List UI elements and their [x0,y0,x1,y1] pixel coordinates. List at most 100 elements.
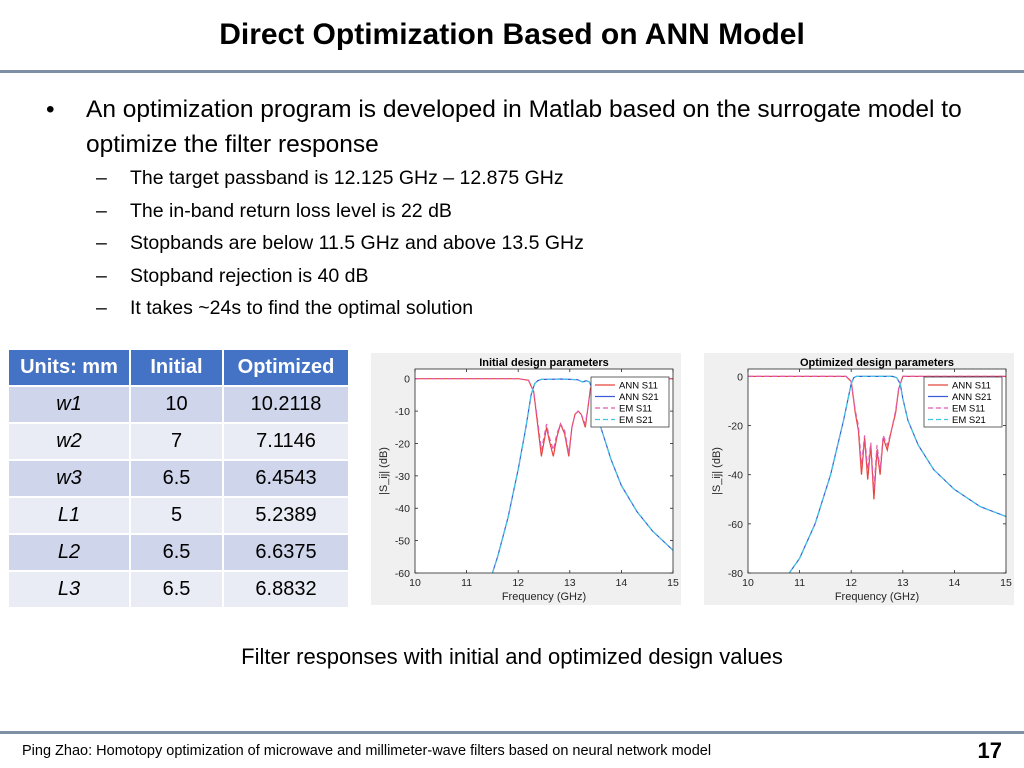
optimized-chart-title: Optimized design parameters [800,357,954,369]
sub-bullet-text: Stopband rejection is 40 dB [130,264,369,287]
legend-label: EM S11 [619,404,652,415]
initial-axes-box [414,368,674,574]
table-row: w2 7 7.1146 [9,424,350,461]
legend-label: EM S21 [952,415,986,426]
optimized-y-axis-label: |S_ij| (dB) [711,447,723,495]
table-row: w3 6.5 6.4543 [9,461,350,498]
optimized-axes-box [747,368,1007,574]
initial-chart-svg: Initial design parameters 10 11 12 13 14 15 0 -1… [378,357,679,603]
initial-y-axis-label: |S_ij| (dB) [378,447,390,495]
table-row: L3 6.5 6.8832 [9,572,350,609]
footer-citation: Ping Zhao: Homotopy optimization of micr… [22,743,712,759]
dash-marker: – [96,167,107,189]
initial-value: 10 [131,387,224,424]
initial-response-chart: Initial design parameters 10 11 12 13 14 15 0 -1… [371,353,681,605]
y-tick-label: -50 [395,536,410,548]
sub-bullet: – The in-band return loss level is 22 dB [44,195,1004,228]
x-tick-label: 15 [1000,577,1012,589]
y-tick-label: -20 [728,421,743,433]
dash-marker: – [96,232,107,254]
y-tick-label: -80 [728,568,743,580]
param-name: w1 [9,387,131,424]
legend-label: ANN S11 [952,381,991,392]
initial-value: 6.5 [131,572,224,609]
sub-bullet-text: It takes ~24s to find the optimal soluti… [130,297,474,319]
x-tick-label: 14 [616,577,628,589]
y-tick-label: -60 [728,519,743,531]
y-tick-label: 0 [404,374,410,386]
y-tick-label: -40 [395,503,410,515]
table-row: L2 6.5 6.6375 [9,535,350,572]
sub-bullet: – Stopbands are below 11.5 GHz and above … [44,227,1004,260]
legend-label: ANN S11 [619,381,658,392]
sub-bullet-text: The in-band return loss level is 22 dB [130,199,452,222]
optimized-value: 7.1146 [224,424,350,461]
x-tick-label: 14 [949,577,961,589]
optimized-value: 5.2389 [224,498,350,535]
series-line-em-s11 [748,375,1006,490]
initial-value: 6.5 [131,461,224,498]
parameter-table: Units: mm Initial Optimized w1 10 10.211… [9,350,350,609]
figure-caption: Filter responses with initial and optimi… [241,644,783,669]
optimized-value: 10.2118 [224,387,350,424]
slide-title: Direct Optimization Based on ANN Model [219,18,805,51]
param-name: L1 [9,498,131,535]
main-bullet-text: An optimization program is developed in … [86,96,962,158]
dash-marker: – [96,264,107,287]
x-tick-label: 13 [564,577,576,589]
x-tick-label: 15 [667,577,679,589]
optimized-x-axis-label: Frequency (GHz) [835,591,919,603]
y-tick-label: -20 [395,438,410,450]
initial-x-axis-label: Frequency (GHz) [502,591,586,603]
x-tick-label: 12 [845,577,857,589]
title-divider [0,70,1024,73]
sub-bullet-text: The target passband is 12.125 GHz – 12.8… [130,167,564,189]
param-name: L3 [9,572,131,609]
legend-label: EM S11 [952,404,985,415]
main-bullet: • An optimization program is developed i… [44,92,1004,162]
bullet-marker: • [46,96,55,123]
dash-marker: – [96,297,107,319]
initial-chart-title: Initial design parameters [479,357,609,369]
sub-bullet: – It takes ~24s to find the optimal solut… [44,292,1004,325]
x-tick-label: 10 [409,577,421,589]
legend-label: ANN S21 [619,392,659,403]
initial-value: 7 [131,424,224,461]
table-row: w1 10 10.2118 [9,387,350,424]
x-tick-label: 13 [897,577,909,589]
optimized-value: 6.4543 [224,461,350,498]
series-line-em-s21 [788,375,1006,573]
legend-label: ANN S21 [952,392,992,403]
x-tick-label: 11 [794,577,805,589]
y-tick-label: -10 [395,406,410,418]
dash-marker: – [96,199,107,222]
optimized-response-chart: Optimized design parameters 10 11 12 13 14 15 0… [704,353,1014,605]
header-optimized: Optimized [224,350,350,387]
x-tick-label: 10 [742,577,754,589]
param-name: L2 [9,535,131,572]
table-row: L1 5 5.2389 [9,498,350,535]
footer-divider [0,731,1024,734]
y-tick-label: 0 [737,371,743,383]
sub-bullet: – Stopband rejection is 40 dB [44,260,1004,293]
initial-value: 5 [131,498,224,535]
optimized-chart-svg: Optimized design parameters 10 11 12 13 14 15 0… [711,357,1012,603]
y-tick-label: -60 [395,568,410,580]
x-tick-label: 11 [461,577,472,589]
legend-label: EM S21 [619,415,653,426]
bullet-list: • An optimization program is developed i… [44,92,1004,325]
y-tick-label: -30 [395,471,410,483]
x-tick-label: 12 [512,577,524,589]
param-name: w3 [9,461,131,498]
page-number: 17 [977,738,1002,763]
optimized-value: 6.8832 [224,572,350,609]
sub-bullet: – The target passband is 12.125 GHz – 12.… [44,162,1004,195]
header-initial: Initial [131,350,224,387]
sub-bullet-text: Stopbands are below 11.5 GHz and above 1… [130,232,584,254]
series-line-em-s21 [491,378,673,573]
optimized-value: 6.6375 [224,535,350,572]
param-name: w2 [9,424,131,461]
header-units: Units: mm [9,350,131,387]
y-tick-label: -40 [728,470,743,482]
initial-value: 6.5 [131,535,224,572]
